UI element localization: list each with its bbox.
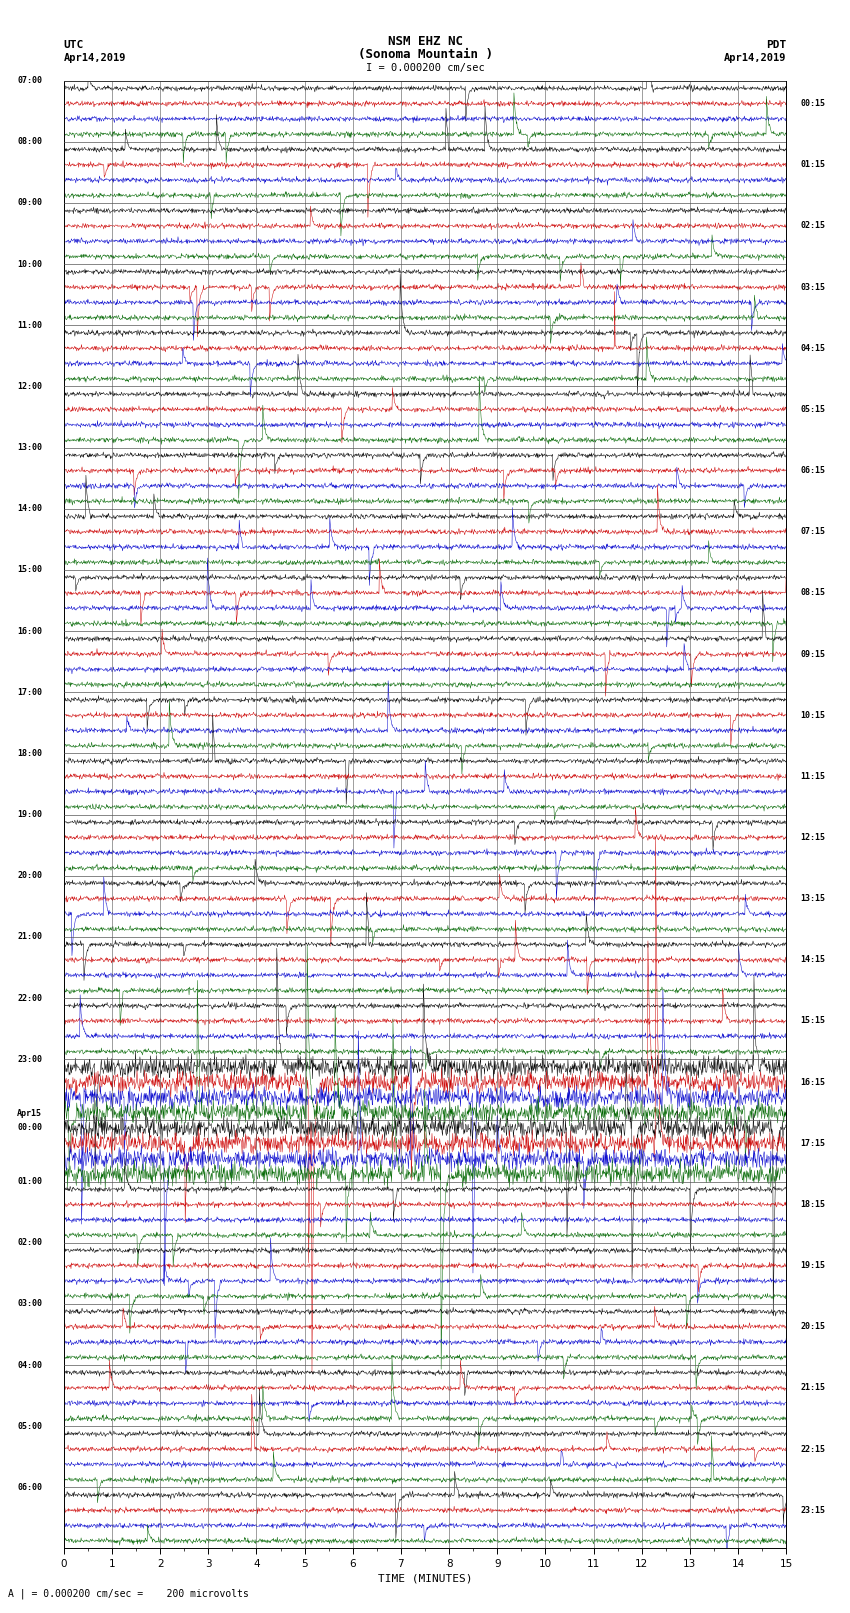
Text: 19:00: 19:00 [17, 810, 42, 819]
Text: 09:00: 09:00 [17, 198, 42, 208]
Text: 11:15: 11:15 [801, 773, 825, 781]
Text: 21:00: 21:00 [17, 932, 42, 942]
Text: 21:15: 21:15 [801, 1384, 825, 1392]
Text: 02:15: 02:15 [801, 221, 825, 231]
Text: 08:00: 08:00 [17, 137, 42, 147]
Text: NSM EHZ NC: NSM EHZ NC [388, 35, 462, 48]
Text: 06:15: 06:15 [801, 466, 825, 476]
Text: 04:15: 04:15 [801, 344, 825, 353]
Text: Apr14,2019: Apr14,2019 [723, 53, 786, 63]
Text: (Sonoma Mountain ): (Sonoma Mountain ) [358, 48, 492, 61]
Text: 10:15: 10:15 [801, 711, 825, 719]
Text: 16:00: 16:00 [17, 626, 42, 636]
Text: 02:00: 02:00 [17, 1239, 42, 1247]
Text: 16:15: 16:15 [801, 1077, 825, 1087]
Text: 11:00: 11:00 [17, 321, 42, 329]
Text: 15:15: 15:15 [801, 1016, 825, 1026]
Text: 15:00: 15:00 [17, 566, 42, 574]
Text: 03:00: 03:00 [17, 1300, 42, 1308]
X-axis label: TIME (MINUTES): TIME (MINUTES) [377, 1573, 473, 1582]
Text: 04:00: 04:00 [17, 1360, 42, 1369]
Text: 05:15: 05:15 [801, 405, 825, 415]
Text: 22:00: 22:00 [17, 994, 42, 1003]
Text: Apr15: Apr15 [17, 1110, 42, 1118]
Text: 05:00: 05:00 [17, 1421, 42, 1431]
Text: A | = 0.000200 cm/sec =    200 microvolts: A | = 0.000200 cm/sec = 200 microvolts [8, 1589, 249, 1598]
Text: 03:15: 03:15 [801, 282, 825, 292]
Text: 07:15: 07:15 [801, 527, 825, 536]
Text: Apr14,2019: Apr14,2019 [64, 53, 127, 63]
Text: 13:00: 13:00 [17, 444, 42, 452]
Text: 20:00: 20:00 [17, 871, 42, 881]
Text: PDT: PDT [766, 40, 786, 50]
Text: 10:00: 10:00 [17, 260, 42, 269]
Text: 00:15: 00:15 [801, 98, 825, 108]
Text: 00:00: 00:00 [17, 1123, 42, 1132]
Text: 06:00: 06:00 [17, 1482, 42, 1492]
Text: 17:00: 17:00 [17, 687, 42, 697]
Text: 22:15: 22:15 [801, 1445, 825, 1453]
Text: 14:15: 14:15 [801, 955, 825, 965]
Text: 09:15: 09:15 [801, 650, 825, 658]
Text: 12:15: 12:15 [801, 832, 825, 842]
Text: 01:15: 01:15 [801, 160, 825, 169]
Text: 17:15: 17:15 [801, 1139, 825, 1148]
Text: 07:00: 07:00 [17, 76, 42, 85]
Text: 20:15: 20:15 [801, 1323, 825, 1331]
Text: 23:15: 23:15 [801, 1507, 825, 1515]
Text: 18:15: 18:15 [801, 1200, 825, 1210]
Text: 01:00: 01:00 [17, 1177, 42, 1186]
Text: 18:00: 18:00 [17, 748, 42, 758]
Text: 12:00: 12:00 [17, 382, 42, 390]
Text: 08:15: 08:15 [801, 589, 825, 597]
Text: 19:15: 19:15 [801, 1261, 825, 1269]
Text: UTC: UTC [64, 40, 84, 50]
Text: 13:15: 13:15 [801, 894, 825, 903]
Text: 23:00: 23:00 [17, 1055, 42, 1063]
Text: I = 0.000200 cm/sec: I = 0.000200 cm/sec [366, 63, 484, 73]
Text: 14:00: 14:00 [17, 505, 42, 513]
